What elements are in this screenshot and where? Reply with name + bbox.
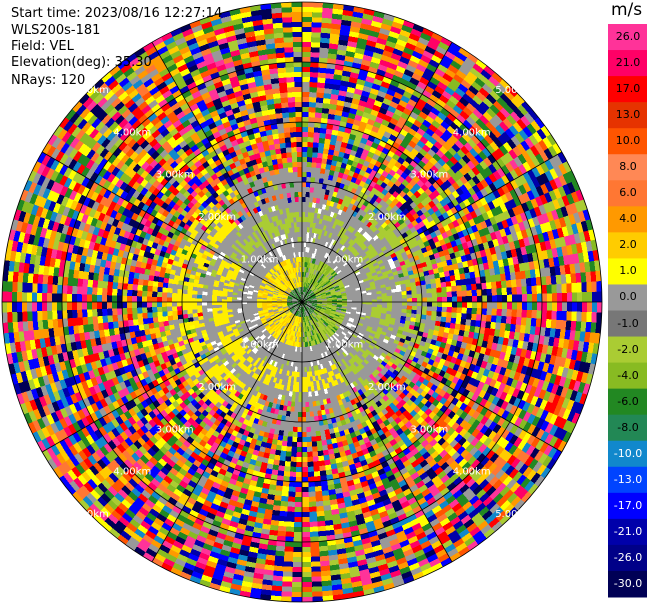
field-label: Field: xyxy=(11,39,46,54)
colorbar-swatch xyxy=(608,570,647,598)
colorbar-tick-label: -1.0 xyxy=(617,316,639,330)
colorbar-tick-label: -17.0 xyxy=(613,498,643,512)
elevation-value: 35.30 xyxy=(114,55,152,70)
range-ring-label: 5.00km xyxy=(495,509,533,520)
range-ring-label: 1.00km xyxy=(241,255,279,266)
colorbar-swatch xyxy=(608,388,647,416)
colorbar-swatch xyxy=(608,440,647,468)
station-value: WLS200s-181 xyxy=(11,23,101,38)
colorbar-swatch xyxy=(608,232,647,259)
station-line: WLS200s-181 xyxy=(11,23,100,38)
start-time-label: Start time: xyxy=(11,6,81,21)
range-ring-label: 2.00km xyxy=(198,212,236,223)
range-ring-label: 3.00km xyxy=(410,170,448,181)
colorbar-tick-label: -30.0 xyxy=(613,576,643,590)
colorbar-tick-label: 6.0 xyxy=(619,186,637,200)
nrays-line: NRays: 120 xyxy=(11,73,85,88)
colorbar-swatch xyxy=(608,544,647,572)
colorbar-tick-label: 2.0 xyxy=(619,238,637,252)
range-ring-label: 4.00km xyxy=(453,127,491,138)
range-ring-label: 2.00km xyxy=(368,382,406,393)
colorbar-tick-label: -6.0 xyxy=(617,394,639,408)
colorbar-swatch xyxy=(608,50,647,77)
range-ring-label: 4.00km xyxy=(113,127,151,138)
colorbar-swatch xyxy=(608,518,647,546)
colorbar-swatch xyxy=(608,258,647,285)
range-ring-label: 4.00km xyxy=(113,467,151,478)
colorbar-swatch xyxy=(608,336,647,364)
colorbar-tick-label: -2.0 xyxy=(617,342,639,356)
colorbar-swatch xyxy=(608,76,647,103)
azimuth-spoke xyxy=(301,301,563,453)
nrays-label: NRays: xyxy=(11,73,57,88)
colorbar-tick-label: 8.0 xyxy=(619,160,637,174)
colorbar-swatch xyxy=(608,128,647,155)
colorbar-tick-label: 13.0 xyxy=(615,108,641,122)
colorbar-swatch xyxy=(608,362,647,390)
range-ring-label: 2.00km xyxy=(368,212,406,223)
range-ring xyxy=(1,1,603,603)
colorbar-tick-label: -8.0 xyxy=(617,420,639,434)
colorbar xyxy=(608,24,647,598)
colorbar-tick-label: -26.0 xyxy=(613,550,643,564)
colorbar-tick-label: 0.0 xyxy=(619,290,637,304)
azimuth-spoke xyxy=(301,41,453,303)
colorbar-tick-label: 4.0 xyxy=(619,212,637,226)
range-ring xyxy=(121,121,483,483)
nrays-value: 120 xyxy=(60,73,86,88)
colorbar-tick-label: -4.0 xyxy=(617,368,639,382)
azimuth-spoke xyxy=(301,151,563,303)
range-ring-label: 1.00km xyxy=(325,255,363,266)
colorbar-swatch xyxy=(608,414,647,442)
colorbar-tick-label: 26.0 xyxy=(615,30,641,44)
azimuth-spoke xyxy=(151,301,303,563)
colorbar-swatch xyxy=(608,466,647,494)
azimuth-spoke xyxy=(41,151,303,303)
ppi-gates xyxy=(2,2,602,602)
azimuth-spoke xyxy=(41,301,303,453)
range-ring-label: 1.00km xyxy=(325,339,363,350)
colorbar-swatch xyxy=(608,206,647,233)
colorbar-tick-label: -13.0 xyxy=(613,472,643,486)
start-time-line: Start time: 2023/08/16 12:27:14 xyxy=(11,6,222,21)
field-line: Field: VEL xyxy=(11,39,74,54)
colorbar-swatch xyxy=(608,310,647,338)
azimuth-spoke xyxy=(301,301,453,563)
range-ring xyxy=(241,241,363,363)
colorbar-tick-label: 10.0 xyxy=(615,134,641,148)
range-ring xyxy=(61,61,543,543)
colorbar-tick-label: -10.0 xyxy=(613,446,643,460)
colorbar-swatch xyxy=(608,284,647,311)
start-time-value: 2023/08/16 12:27:14 xyxy=(84,6,223,21)
colorbar-tick-label: 1.0 xyxy=(619,264,637,278)
colorbar-swatch xyxy=(608,492,647,520)
colorbar-swatch xyxy=(608,180,647,207)
colorbar-tick-label: 17.0 xyxy=(615,82,641,96)
range-ring-label: 1.00km xyxy=(241,339,279,350)
range-ring-label: 3.00km xyxy=(410,424,448,435)
colorbar-swatch xyxy=(608,154,647,181)
colorbar-swatch xyxy=(608,24,647,51)
azimuth-spoke xyxy=(151,41,303,303)
elevation-label: Elevation(deg): xyxy=(11,55,111,70)
elevation-line: Elevation(deg): 35.30 xyxy=(11,55,152,70)
colorbar-tick-label: 21.0 xyxy=(615,56,641,70)
range-ring-label: 3.00km xyxy=(156,424,194,435)
field-value: VEL xyxy=(49,39,74,54)
range-ring-label: 5.00km xyxy=(495,85,533,96)
range-ring xyxy=(181,181,423,423)
colorbar-unit: m/s xyxy=(611,0,643,20)
range-ring-label: 3.00km xyxy=(156,170,194,181)
range-ring-label: 4.00km xyxy=(453,467,491,478)
range-ring-label: 5.00km xyxy=(71,85,109,96)
colorbar-swatch xyxy=(608,102,647,129)
range-ring-label: 5.00km xyxy=(71,509,109,520)
colorbar-tick-label: -21.0 xyxy=(613,524,643,538)
range-ring-label: 2.00km xyxy=(198,382,236,393)
